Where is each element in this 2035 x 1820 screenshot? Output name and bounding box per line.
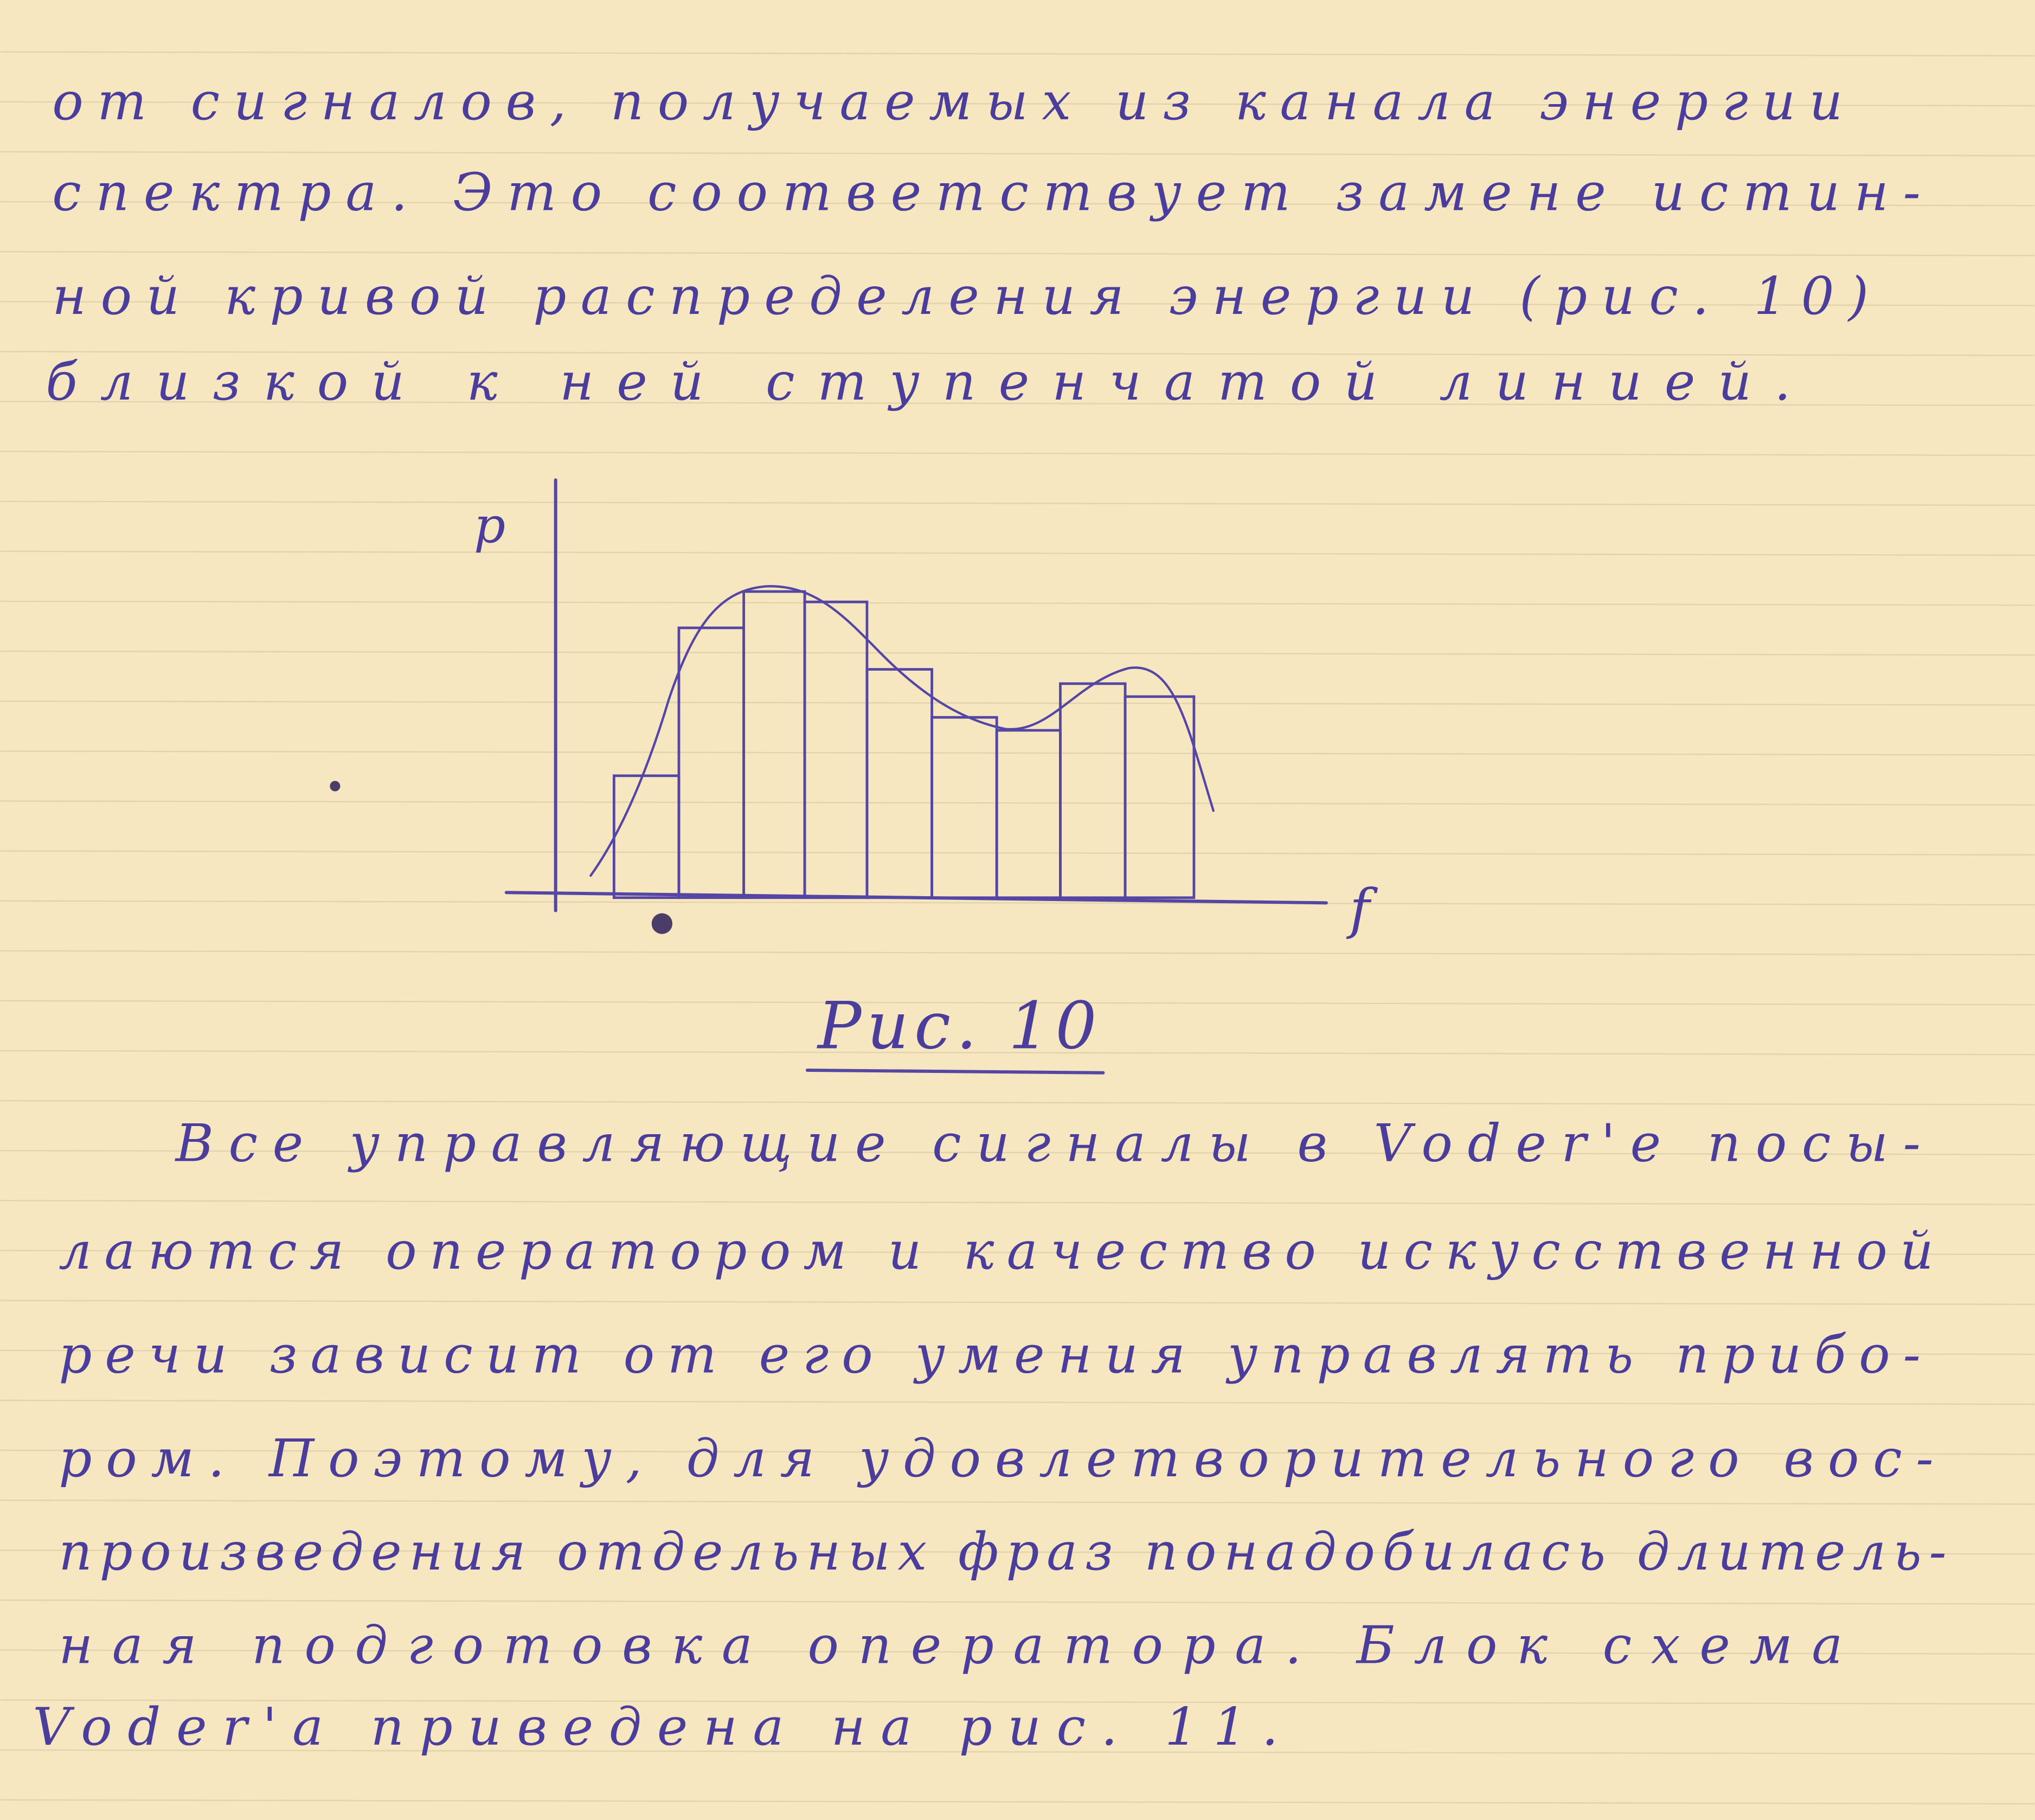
ruled-line — [0, 1300, 2035, 1305]
ruled-line — [0, 250, 2035, 256]
ink-blot — [651, 913, 673, 934]
ruled-line — [0, 1799, 2035, 1805]
text-line: от сигналов, получаемых из канала энерги… — [52, 71, 1843, 132]
ruled-line — [0, 1449, 2035, 1455]
ruled-line — [0, 51, 2035, 57]
text-line: близкой к ней ступенчатой линией. — [46, 351, 1790, 412]
ruled-line — [0, 600, 2035, 606]
ruled-line — [0, 700, 2035, 706]
ruled-line — [0, 950, 2035, 956]
ruled-line — [0, 750, 2035, 756]
ruled-line — [0, 1499, 2035, 1505]
text-line: ром. Поэтому, для удовлетворительного во… — [59, 1428, 1933, 1489]
ruled-line — [0, 1000, 2035, 1006]
ruled-line — [0, 351, 2035, 356]
ruled-line — [0, 201, 2035, 207]
ruled-line — [0, 1050, 2035, 1056]
ruled-line — [0, 1100, 2035, 1105]
ruled-line — [0, 101, 2035, 107]
ruled-line — [0, 650, 2035, 656]
ruled-line — [0, 900, 2035, 906]
ruled-line — [0, 550, 2035, 556]
ruled-line — [0, 401, 2035, 406]
caption-underline — [805, 1069, 1105, 1075]
text-line: речи зависит от его умения управлять при… — [59, 1324, 1921, 1385]
step-bars — [612, 590, 1196, 899]
ruled-line — [0, 1250, 2035, 1255]
ruled-line — [0, 1749, 2035, 1755]
energy-curve — [589, 585, 1215, 877]
ruled-line — [0, 1200, 2035, 1205]
y-axis-label: p — [474, 497, 505, 554]
ruled-line — [0, 1349, 2035, 1355]
ruled-line — [0, 1549, 2035, 1555]
ruled-line — [0, 1599, 2035, 1605]
ruled-line — [0, 451, 2035, 456]
ruled-line — [0, 1699, 2035, 1705]
ruled-line — [0, 500, 2035, 506]
ruled-line — [0, 301, 2035, 306]
ruled-line — [0, 151, 2035, 157]
ink-dot — [330, 781, 341, 792]
ruled-line — [0, 1649, 2035, 1655]
step-bar — [1124, 695, 1196, 899]
ruled-line — [0, 1150, 2035, 1155]
ruled-line — [0, 1399, 2035, 1405]
ruled-lines — [0, 51, 2035, 1805]
ruled-line — [0, 800, 2035, 806]
ruled-line — [0, 850, 2035, 856]
